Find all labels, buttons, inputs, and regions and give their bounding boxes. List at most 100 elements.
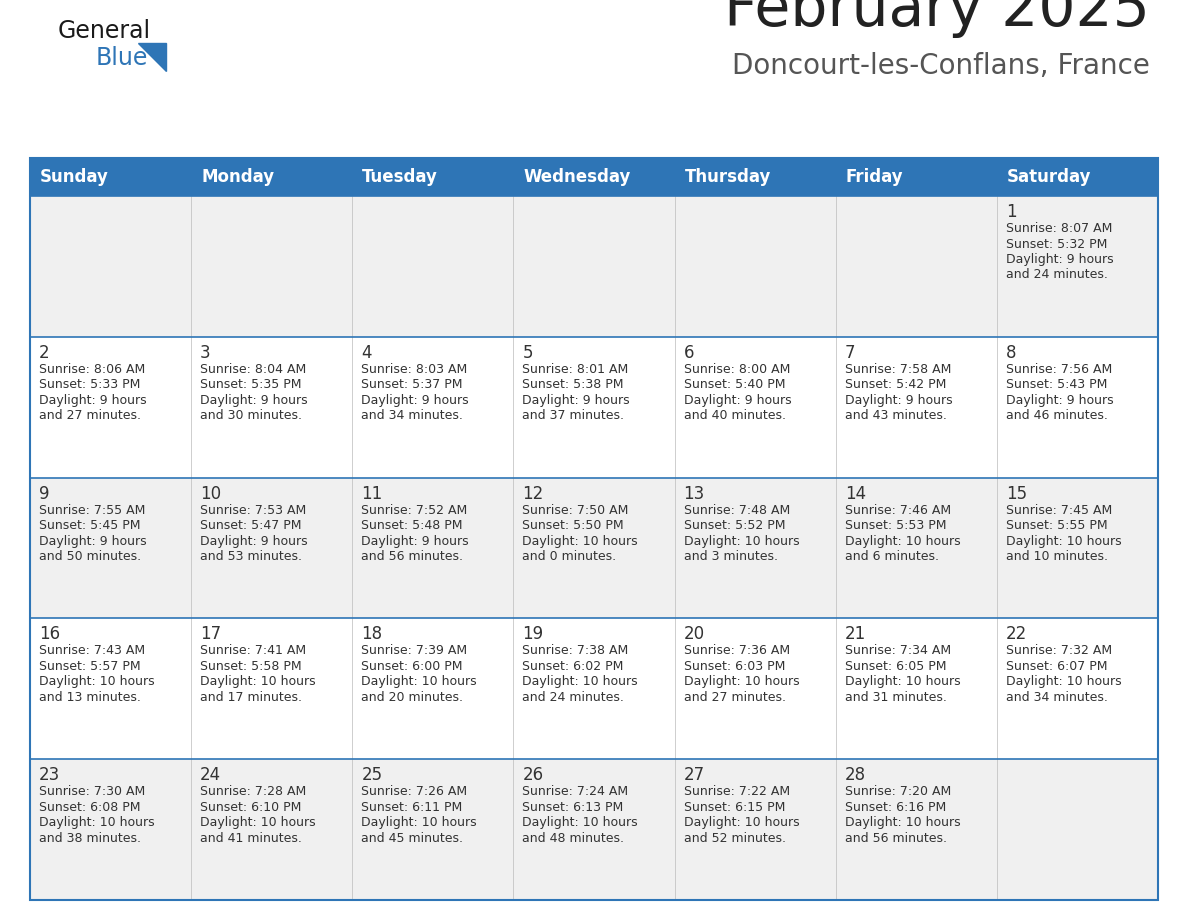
Text: Friday: Friday xyxy=(846,168,903,186)
Bar xyxy=(30,619,1158,759)
Text: Daylight: 10 hours: Daylight: 10 hours xyxy=(845,534,960,548)
Text: 4: 4 xyxy=(361,344,372,362)
Text: Sunrise: 7:30 AM: Sunrise: 7:30 AM xyxy=(39,785,145,798)
Text: Sunset: 5:48 PM: Sunset: 5:48 PM xyxy=(361,519,463,532)
Text: 19: 19 xyxy=(523,625,544,644)
Text: and 45 minutes.: and 45 minutes. xyxy=(361,832,463,845)
Text: and 3 minutes.: and 3 minutes. xyxy=(683,550,778,563)
Text: 17: 17 xyxy=(200,625,221,644)
Text: Sunrise: 7:52 AM: Sunrise: 7:52 AM xyxy=(361,504,468,517)
Text: Daylight: 10 hours: Daylight: 10 hours xyxy=(200,816,316,829)
Text: Blue: Blue xyxy=(96,46,148,70)
Text: Daylight: 9 hours: Daylight: 9 hours xyxy=(39,394,146,407)
Text: and 17 minutes.: and 17 minutes. xyxy=(200,691,302,704)
Text: Daylight: 10 hours: Daylight: 10 hours xyxy=(1006,534,1121,548)
Text: Thursday: Thursday xyxy=(684,168,771,186)
Text: and 52 minutes.: and 52 minutes. xyxy=(683,832,785,845)
Text: Sunset: 6:03 PM: Sunset: 6:03 PM xyxy=(683,660,785,673)
Text: Sunset: 5:32 PM: Sunset: 5:32 PM xyxy=(1006,238,1107,251)
Text: Sunset: 5:38 PM: Sunset: 5:38 PM xyxy=(523,378,624,391)
Text: Daylight: 10 hours: Daylight: 10 hours xyxy=(845,816,960,829)
Text: 6: 6 xyxy=(683,344,694,362)
Text: Wednesday: Wednesday xyxy=(524,168,631,186)
Text: Monday: Monday xyxy=(201,168,274,186)
Text: 13: 13 xyxy=(683,485,704,502)
Bar xyxy=(30,477,1158,619)
Text: Daylight: 10 hours: Daylight: 10 hours xyxy=(200,676,316,688)
Text: Sunrise: 7:34 AM: Sunrise: 7:34 AM xyxy=(845,644,950,657)
Text: Daylight: 10 hours: Daylight: 10 hours xyxy=(1006,676,1121,688)
Text: Sunrise: 7:55 AM: Sunrise: 7:55 AM xyxy=(39,504,145,517)
Bar xyxy=(30,158,1158,900)
Text: Daylight: 10 hours: Daylight: 10 hours xyxy=(361,816,476,829)
Text: and 31 minutes.: and 31 minutes. xyxy=(845,691,947,704)
Bar xyxy=(30,759,1158,900)
Text: 28: 28 xyxy=(845,767,866,784)
Text: and 37 minutes.: and 37 minutes. xyxy=(523,409,625,422)
Text: and 27 minutes.: and 27 minutes. xyxy=(683,691,785,704)
Text: Daylight: 10 hours: Daylight: 10 hours xyxy=(683,816,800,829)
Text: February 2025: February 2025 xyxy=(725,0,1150,38)
Text: Sunrise: 8:01 AM: Sunrise: 8:01 AM xyxy=(523,363,628,375)
Text: Sunrise: 7:41 AM: Sunrise: 7:41 AM xyxy=(200,644,307,657)
Text: and 40 minutes.: and 40 minutes. xyxy=(683,409,785,422)
Text: Daylight: 10 hours: Daylight: 10 hours xyxy=(683,676,800,688)
Text: Sunrise: 7:20 AM: Sunrise: 7:20 AM xyxy=(845,785,950,798)
Text: Sunset: 5:45 PM: Sunset: 5:45 PM xyxy=(39,519,140,532)
Text: and 53 minutes.: and 53 minutes. xyxy=(200,550,302,563)
Text: 9: 9 xyxy=(39,485,50,502)
Text: and 50 minutes.: and 50 minutes. xyxy=(39,550,141,563)
Text: Sunrise: 8:04 AM: Sunrise: 8:04 AM xyxy=(200,363,307,375)
Text: 5: 5 xyxy=(523,344,533,362)
Text: and 43 minutes.: and 43 minutes. xyxy=(845,409,947,422)
Text: 25: 25 xyxy=(361,767,383,784)
Text: Tuesday: Tuesday xyxy=(362,168,438,186)
Text: Daylight: 10 hours: Daylight: 10 hours xyxy=(361,676,476,688)
Text: Sunset: 5:40 PM: Sunset: 5:40 PM xyxy=(683,378,785,391)
Text: Daylight: 9 hours: Daylight: 9 hours xyxy=(1006,253,1113,266)
Text: Sunset: 6:07 PM: Sunset: 6:07 PM xyxy=(1006,660,1107,673)
Text: and 34 minutes.: and 34 minutes. xyxy=(1006,691,1107,704)
Text: and 10 minutes.: and 10 minutes. xyxy=(1006,550,1108,563)
Text: Sunset: 6:10 PM: Sunset: 6:10 PM xyxy=(200,800,302,813)
Text: Sunset: 6:11 PM: Sunset: 6:11 PM xyxy=(361,800,462,813)
Text: 14: 14 xyxy=(845,485,866,502)
Text: Sunset: 5:47 PM: Sunset: 5:47 PM xyxy=(200,519,302,532)
Text: 11: 11 xyxy=(361,485,383,502)
Text: 1: 1 xyxy=(1006,203,1017,221)
Text: Saturday: Saturday xyxy=(1007,168,1092,186)
Bar xyxy=(30,158,1158,196)
Text: and 34 minutes.: and 34 minutes. xyxy=(361,409,463,422)
Text: Sunrise: 7:22 AM: Sunrise: 7:22 AM xyxy=(683,785,790,798)
Text: Daylight: 9 hours: Daylight: 9 hours xyxy=(845,394,953,407)
Text: 21: 21 xyxy=(845,625,866,644)
Text: and 13 minutes.: and 13 minutes. xyxy=(39,691,141,704)
Text: Sunset: 5:50 PM: Sunset: 5:50 PM xyxy=(523,519,624,532)
Text: Sunset: 5:57 PM: Sunset: 5:57 PM xyxy=(39,660,140,673)
Text: Sunset: 5:42 PM: Sunset: 5:42 PM xyxy=(845,378,946,391)
Text: 7: 7 xyxy=(845,344,855,362)
Text: Sunrise: 7:39 AM: Sunrise: 7:39 AM xyxy=(361,644,467,657)
Text: Sunset: 6:15 PM: Sunset: 6:15 PM xyxy=(683,800,785,813)
Text: and 46 minutes.: and 46 minutes. xyxy=(1006,409,1107,422)
Text: Sunrise: 7:28 AM: Sunrise: 7:28 AM xyxy=(200,785,307,798)
Text: Daylight: 10 hours: Daylight: 10 hours xyxy=(39,816,154,829)
Text: Daylight: 10 hours: Daylight: 10 hours xyxy=(39,676,154,688)
Text: and 41 minutes.: and 41 minutes. xyxy=(200,832,302,845)
Text: 20: 20 xyxy=(683,625,704,644)
Text: and 48 minutes.: and 48 minutes. xyxy=(523,832,625,845)
Text: Daylight: 9 hours: Daylight: 9 hours xyxy=(200,534,308,548)
Text: 15: 15 xyxy=(1006,485,1026,502)
Text: Daylight: 10 hours: Daylight: 10 hours xyxy=(523,534,638,548)
Text: Sunrise: 7:43 AM: Sunrise: 7:43 AM xyxy=(39,644,145,657)
Text: Daylight: 9 hours: Daylight: 9 hours xyxy=(523,394,630,407)
Text: Sunrise: 7:53 AM: Sunrise: 7:53 AM xyxy=(200,504,307,517)
Text: Daylight: 9 hours: Daylight: 9 hours xyxy=(1006,394,1113,407)
Text: Sunset: 5:35 PM: Sunset: 5:35 PM xyxy=(200,378,302,391)
Text: Daylight: 10 hours: Daylight: 10 hours xyxy=(523,816,638,829)
Text: 16: 16 xyxy=(39,625,61,644)
Text: 3: 3 xyxy=(200,344,210,362)
Text: Sunset: 6:02 PM: Sunset: 6:02 PM xyxy=(523,660,624,673)
Text: Daylight: 10 hours: Daylight: 10 hours xyxy=(683,534,800,548)
Text: 26: 26 xyxy=(523,767,544,784)
